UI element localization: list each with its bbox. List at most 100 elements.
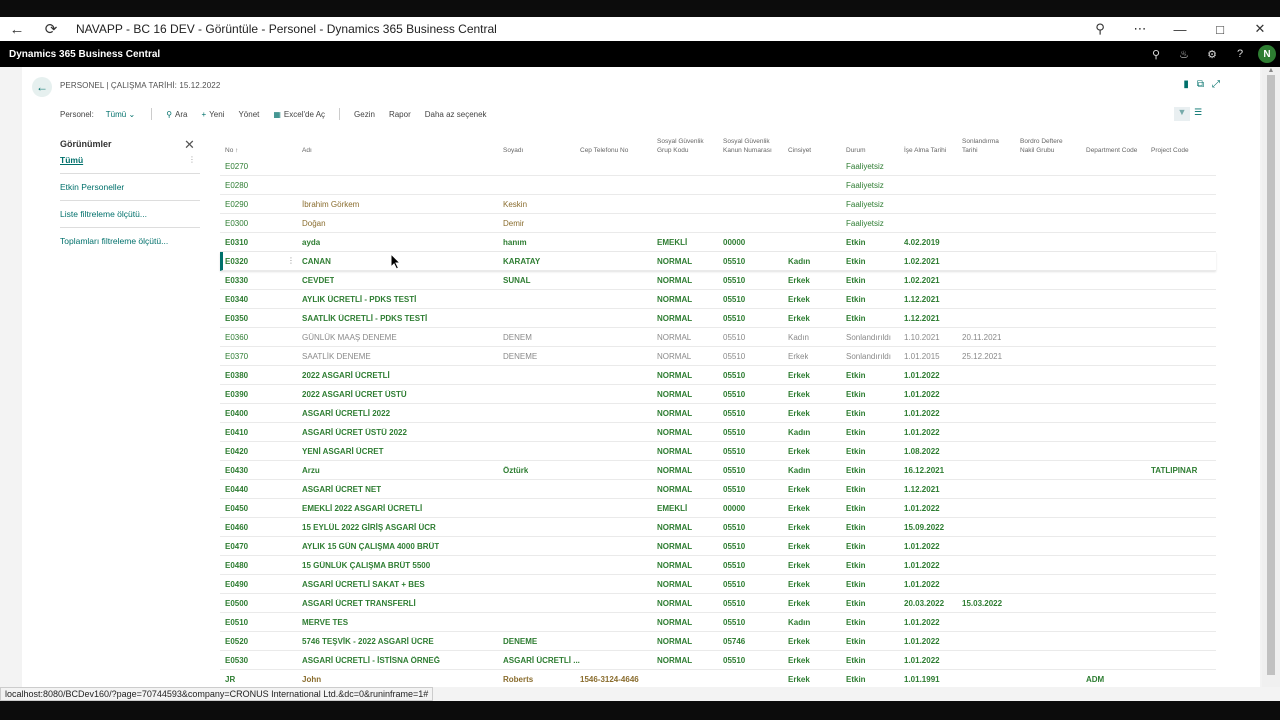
bell-icon[interactable]: ♨ <box>1179 48 1189 61</box>
table-row[interactable]: E0310 ayda hanım EMEKLİ 00000 Etkin 4.02.2019 <box>220 233 1216 252</box>
list-view-icon[interactable]: ☰ <box>1194 107 1203 117</box>
table-row[interactable]: E0400 ASGARİ ÜCRETLİ 2022 NORMAL 05510 Erkek… <box>220 404 1216 423</box>
cell-no[interactable]: E0360 <box>225 333 249 342</box>
col-hire-date[interactable]: İşe Alma Tarihi <box>904 147 947 154</box>
cell-no[interactable]: E0500 <box>225 599 249 608</box>
zoom-icon[interactable]: ⚲ <box>1095 21 1105 36</box>
cell-no[interactable]: E0350 <box>225 314 249 323</box>
col-mobile[interactable]: Cep Telefonu No <box>580 147 629 154</box>
excel-button[interactable]: ▦ Excel'de Aç <box>273 110 325 119</box>
col-termination-date[interactable]: Sonlandırma Tarihi <box>962 137 999 155</box>
table-row[interactable]: E0350 SAATLİK ÜCRETLİ - PDKS TESTİ NORMAL 0… <box>220 309 1216 328</box>
table-row[interactable]: E0430 Arzu Öztürk NORMAL 05510 Kadın Etkin 16.1… <box>220 461 1216 480</box>
table-row[interactable]: E0320 CANAN KARATAY NORMAL 05510 Kadın Etkin 1.… <box>220 252 1216 271</box>
table-row[interactable]: E0330 CEVDET SUNAL NORMAL 05510 Erkek Etkin 1.0… <box>220 271 1216 290</box>
maximize-button[interactable]: □ <box>1216 21 1224 37</box>
cell-no[interactable]: E0450 <box>225 504 249 513</box>
table-row[interactable]: E0380 2022 ASGARİ ÜCRETLİ NORMAL 05510 Erkek… <box>220 366 1216 385</box>
fewer-options-button[interactable]: Daha az seçenek <box>425 110 487 119</box>
table-row[interactable]: E0520 5746 TEŞVİK - 2022 ASGARİ ÜCRE DENEM… <box>220 632 1216 651</box>
table-row[interactable]: E0420 YENİ ASGARİ ÜCRET NORMAL 05510 Erkek Et… <box>220 442 1216 461</box>
cell-no[interactable]: E0290 <box>225 200 249 209</box>
cell-no[interactable]: E0340 <box>225 295 249 304</box>
cell-no[interactable]: E0270 <box>225 162 249 171</box>
cell-no[interactable]: E0320 <box>225 257 249 266</box>
filter-select[interactable]: Tümü ⌄ <box>106 110 135 119</box>
cell-no[interactable]: E0420 <box>225 447 249 456</box>
close-button[interactable]: ✕ <box>1254 21 1266 36</box>
cell-no[interactable]: E0510 <box>225 618 249 627</box>
table-row[interactable]: E0460 15 EYLÜL 2022 GİRİŞ ASGARİ ÜCR NORMA… <box>220 518 1216 537</box>
row-menu-icon[interactable]: ⋮ <box>287 256 295 265</box>
table-row[interactable]: E0360 GÜNLÜK MAAŞ DENEME DENEM NORMAL 05510 K… <box>220 328 1216 347</box>
more-icon[interactable]: ⋮ <box>188 155 196 164</box>
cell-no[interactable]: E0280 <box>225 181 249 190</box>
filter-totals-by[interactable]: Toplamları filtreleme ölçütü... <box>60 236 169 246</box>
col-payroll-group[interactable]: Bordro Deftere Nakil Grubu <box>1020 137 1063 155</box>
col-no[interactable]: No ↑ <box>225 147 239 154</box>
cell-no[interactable]: E0520 <box>225 637 249 646</box>
col-project[interactable]: Project Code <box>1151 147 1189 154</box>
cell-no[interactable]: E0480 <box>225 561 249 570</box>
cell-no[interactable]: E0460 <box>225 523 249 532</box>
back-arrow-icon[interactable]: ← <box>9 20 25 38</box>
cell-no[interactable]: E0310 <box>225 238 249 247</box>
cell-no[interactable]: E0430 <box>225 466 249 475</box>
table-row[interactable]: E0440 ASGARİ ÜCRET NET NORMAL 05510 Erkek Etk… <box>220 480 1216 499</box>
open-new-window-icon[interactable]: ⧉ <box>1196 79 1204 90</box>
cell-no[interactable]: E0330 <box>225 276 249 285</box>
table-row[interactable]: E0500 ASGARİ ÜCRET TRANSFERLİ NORMAL 05510 E… <box>220 594 1216 613</box>
navigate-button[interactable]: Gezin <box>354 110 375 119</box>
view-active-employees[interactable]: Etkin Personeller <box>60 182 125 192</box>
collapse-icon[interactable]: ⤢ <box>1212 79 1220 90</box>
minimize-button[interactable]: — <box>1173 21 1187 37</box>
table-row[interactable]: E0510 MERVE TES NORMAL 05510 Kadın Etkin 1.01.… <box>220 613 1216 632</box>
col-sgk-group[interactable]: Sosyal Güvenlik Grup Kodu <box>657 137 704 155</box>
back-icon[interactable]: ← <box>32 77 52 97</box>
report-button[interactable]: Rapor <box>389 110 411 119</box>
search-icon[interactable]: ⚲ <box>1151 48 1161 61</box>
close-icon[interactable]: ✕ <box>184 137 195 152</box>
col-status[interactable]: Durum <box>846 147 866 154</box>
table-row[interactable]: E0340 AYLIK ÜCRETLİ - PDKS TESTİ NORMAL 055… <box>220 290 1216 309</box>
cell-no[interactable]: E0470 <box>225 542 249 551</box>
filter-list-by[interactable]: Liste filtreleme ölçütü... <box>60 209 147 219</box>
table-row[interactable]: E0290 İbrahim Görkem Keskin Faaliyetsiz <box>220 195 1216 214</box>
table-row[interactable]: E0410 ASGARİ ÜCRET ÜSTÜ 2022 NORMAL 05510 Ka… <box>220 423 1216 442</box>
cell-no[interactable]: E0410 <box>225 428 249 437</box>
table-row[interactable]: E0530 ASGARİ ÜCRETLİ - İSTİSNA ÖRNEĞ ASGAR… <box>220 651 1216 670</box>
bookmark-icon[interactable]: ▮ <box>1183 79 1189 90</box>
col-sgk-law[interactable]: Sosyal Güvenlik Kanun Numarası <box>723 137 772 155</box>
cell-no[interactable]: E0370 <box>225 352 249 361</box>
cell-no[interactable]: E0490 <box>225 580 249 589</box>
table-row[interactable]: E0450 EMEKLİ 2022 ASGARİ ÜCRETLİ EMEKLİ 000… <box>220 499 1216 518</box>
cell-no[interactable]: E0530 <box>225 656 249 665</box>
col-surname[interactable]: Soyadı <box>503 147 524 154</box>
refresh-icon[interactable]: ⟳ <box>44 21 58 38</box>
cell-no[interactable]: E0380 <box>225 371 249 380</box>
col-department[interactable]: Department Code <box>1086 147 1138 154</box>
view-all[interactable]: Tümü <box>60 155 84 165</box>
table-row[interactable]: E0390 2022 ASGARİ ÜCRET ÜSTÜ NORMAL 05510 Er… <box>220 385 1216 404</box>
col-gender[interactable]: Cinsiyet <box>788 147 812 154</box>
scrollbar-thumb[interactable] <box>1267 75 1275 675</box>
cell-no[interactable]: JR <box>225 675 236 684</box>
more-icon[interactable]: ⋯ <box>1133 21 1147 36</box>
table-row[interactable]: E0490 ASGARİ ÜCRETLİ SAKAT + BES NORMAL 055… <box>220 575 1216 594</box>
avatar[interactable]: N <box>1258 45 1276 63</box>
table-row[interactable]: E0270 Faaliyetsiz <box>220 157 1216 176</box>
help-icon[interactable]: ? <box>1236 48 1244 60</box>
table-row[interactable]: E0280 Faaliyetsiz <box>220 176 1216 195</box>
table-row[interactable]: E0300 Doğan Demir Faaliyetsiz <box>220 214 1216 233</box>
table-row[interactable]: E0370 SAATLİK DENEME DENEME NORMAL 05510 Erke… <box>220 347 1216 366</box>
table-row[interactable]: E0470 AYLIK 15 GÜN ÇALIŞMA 4000 BRÜT NORMA… <box>220 537 1216 556</box>
search-button[interactable]: ⚲ Ara <box>166 110 187 119</box>
scroll-up-icon[interactable]: ▲ <box>1267 67 1275 74</box>
cell-no[interactable]: E0390 <box>225 390 249 399</box>
col-name[interactable]: Adı <box>302 147 312 154</box>
table-row[interactable]: E0480 15 GÜNLÜK ÇALIŞMA BRÜT 5500 NORMAL 05… <box>220 556 1216 575</box>
filter-icon[interactable]: ▼ <box>1174 107 1190 121</box>
cell-no[interactable]: E0440 <box>225 485 249 494</box>
manage-button[interactable]: Yönet <box>238 110 259 119</box>
cell-no[interactable]: E0300 <box>225 219 249 228</box>
